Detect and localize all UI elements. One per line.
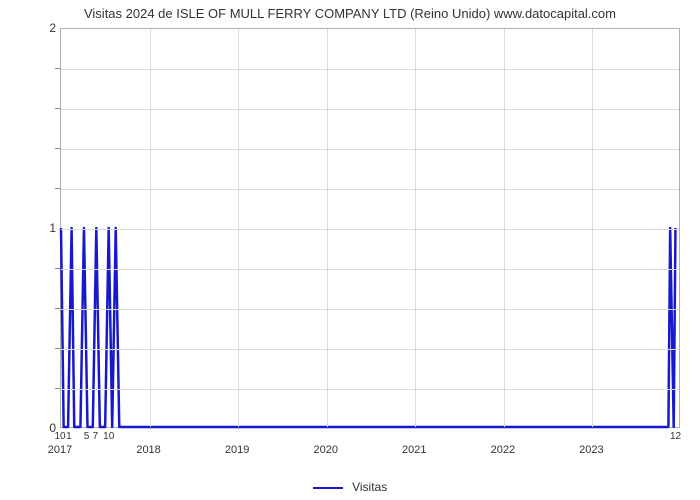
- ytick-minor: [55, 108, 60, 109]
- xtick-small: 7: [93, 431, 99, 442]
- chart-title: Visitas 2024 de ISLE OF MULL FERRY COMPA…: [0, 6, 700, 21]
- gridline-h-minor: [61, 349, 679, 350]
- xtick-year: 2019: [225, 444, 249, 456]
- ytick-minor: [55, 68, 60, 69]
- line-series: [61, 29, 679, 427]
- gridline-v: [504, 29, 505, 427]
- ytick-minor: [55, 268, 60, 269]
- gridline-h: [61, 229, 679, 230]
- xtick-small: 5: [84, 431, 90, 442]
- gridline-h-minor: [61, 109, 679, 110]
- gridline-h-minor: [61, 389, 679, 390]
- xtick-year: 2020: [313, 444, 337, 456]
- ytick-label: 1: [6, 221, 56, 235]
- legend-label: Visitas: [352, 480, 387, 494]
- legend: Visitas: [0, 480, 700, 494]
- ytick-minor: [55, 188, 60, 189]
- ytick-minor: [55, 348, 60, 349]
- gridline-v: [592, 29, 593, 427]
- xtick-year: 2023: [579, 444, 603, 456]
- gridline-h-minor: [61, 189, 679, 190]
- ytick-minor: [55, 148, 60, 149]
- xtick-small: 10: [54, 431, 65, 442]
- chart-container: Visitas 2024 de ISLE OF MULL FERRY COMPA…: [0, 0, 700, 500]
- gridline-v: [327, 29, 328, 427]
- gridline-v: [238, 29, 239, 427]
- plot-area: [60, 28, 680, 428]
- xtick-small: 10: [103, 431, 114, 442]
- gridline-h-minor: [61, 269, 679, 270]
- ytick-label: 0: [6, 421, 56, 435]
- xtick-year: 2021: [402, 444, 426, 456]
- xtick-small: 1: [66, 431, 72, 442]
- xtick-year: 2017: [48, 444, 72, 456]
- ytick-minor: [55, 388, 60, 389]
- gridline-v: [415, 29, 416, 427]
- visits-line: [61, 228, 675, 427]
- gridline-h-minor: [61, 309, 679, 310]
- xtick-small: 12: [670, 431, 681, 442]
- gridline-h-minor: [61, 69, 679, 70]
- ytick-minor: [55, 308, 60, 309]
- gridline-v: [150, 29, 151, 427]
- legend-swatch: [313, 487, 343, 489]
- xtick-year: 2018: [136, 444, 160, 456]
- ytick-label: 2: [6, 21, 56, 35]
- xtick-year: 2022: [491, 444, 515, 456]
- gridline-h-minor: [61, 149, 679, 150]
